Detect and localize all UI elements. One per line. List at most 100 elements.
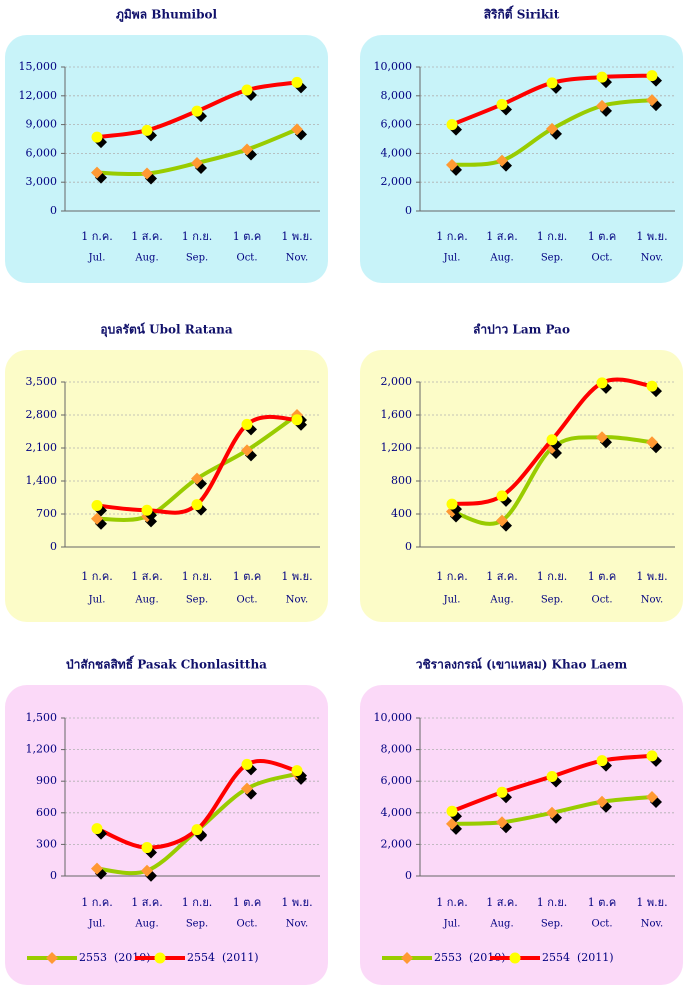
y-tick-label: 0 <box>50 869 57 882</box>
marker <box>291 123 303 136</box>
x-tick-label-en: Oct. <box>592 919 613 930</box>
x-tick-label: 1 พ.ย. <box>636 230 667 243</box>
x-tick-label-en: Oct. <box>592 595 613 606</box>
x-tick-label-en: Nov. <box>286 919 308 930</box>
y-tick-label: 2,000 <box>381 175 413 188</box>
x-tick-label: 1 ก.ย. <box>537 896 568 909</box>
marker <box>496 786 508 798</box>
marker <box>646 94 658 107</box>
x-tick-label: 1 ก.ค. <box>81 230 113 243</box>
y-tick-label: 6,000 <box>381 118 413 131</box>
marker <box>191 499 203 511</box>
x-tick-label-en: Nov. <box>641 253 663 264</box>
x-tick-label-en: Sep. <box>186 253 208 264</box>
y-tick-label: 9,000 <box>26 118 58 131</box>
x-tick-label: 1 ต.ค <box>233 230 262 243</box>
marker <box>646 436 658 449</box>
y-tick-label: 900 <box>36 774 57 787</box>
marker <box>91 823 103 835</box>
x-tick-label: 1 พ.ย. <box>281 570 312 583</box>
marker <box>241 143 253 156</box>
x-tick-label: 1 ต.ค <box>588 230 617 243</box>
y-tick-label: 1,500 <box>26 711 58 724</box>
y-tick-label: 3,500 <box>26 375 58 388</box>
x-tick-label-en: Aug. <box>134 595 158 606</box>
legend-marker <box>46 952 58 964</box>
y-tick-label: 10,000 <box>374 711 413 724</box>
y-tick-label: 1,600 <box>381 408 413 421</box>
legend-marker <box>154 952 166 964</box>
chart-title: ป่าสักชลสิทธิ์ Pasak Chonlasittha <box>66 656 267 672</box>
marker-shadow <box>450 123 462 136</box>
legend-label: 2554 (2011) <box>187 951 259 964</box>
chart-title: ภูมิพล Bhumibol <box>116 8 218 23</box>
x-tick-label-en: Oct. <box>237 919 258 930</box>
marker <box>646 791 658 803</box>
marker <box>596 755 608 767</box>
marker <box>596 71 608 83</box>
marker <box>596 431 608 444</box>
chart-title: วชิราลงกรณ์ (เขาแหลม) Khao Laem <box>416 658 628 672</box>
marker <box>291 414 303 426</box>
y-tick-label: 6,000 <box>381 774 413 787</box>
marker <box>141 124 153 136</box>
x-tick-label-en: Aug. <box>489 595 513 606</box>
marker <box>596 377 608 389</box>
y-tick-label: 6,000 <box>26 146 58 159</box>
y-tick-label: 3,000 <box>26 175 58 188</box>
x-tick-label: 1 ก.ย. <box>182 230 213 243</box>
marker <box>91 500 103 512</box>
x-tick-label-en: Jul. <box>443 253 461 264</box>
marker <box>546 434 558 446</box>
x-tick-label-en: Jul. <box>88 595 106 606</box>
y-tick-label: 1,200 <box>381 441 413 454</box>
x-tick-label-en: Nov. <box>286 595 308 606</box>
x-tick-label-en: Oct. <box>592 253 613 264</box>
y-tick-label: 1,200 <box>26 743 58 756</box>
marker <box>596 795 608 808</box>
y-tick-label: 0 <box>405 204 412 217</box>
marker <box>546 122 558 135</box>
marker <box>91 862 103 875</box>
x-tick-label: 1 ก.ค. <box>436 896 468 909</box>
x-tick-label-en: Sep. <box>541 919 563 930</box>
x-tick-label: 1 ก.ค. <box>81 896 113 909</box>
marker <box>191 824 203 836</box>
y-tick-label: 2,000 <box>381 837 413 850</box>
x-tick-label-en: Oct. <box>237 595 258 606</box>
x-tick-label: 1 ส.ค. <box>486 570 518 583</box>
x-tick-label: 1 พ.ย. <box>636 570 667 583</box>
y-tick-label: 400 <box>391 507 412 520</box>
marker <box>446 119 458 131</box>
y-tick-label: 800 <box>391 474 412 487</box>
marker <box>91 512 103 525</box>
legend-label: 2554 (2011) <box>542 951 614 964</box>
marker <box>141 842 153 854</box>
y-tick-label: 2,000 <box>381 375 413 388</box>
marker <box>191 472 203 485</box>
y-tick-label: 600 <box>36 806 57 819</box>
y-tick-label: 0 <box>50 540 57 553</box>
marker <box>141 167 153 180</box>
marker <box>91 166 103 179</box>
y-tick-label: 8,000 <box>381 743 413 756</box>
marker <box>191 105 203 117</box>
x-tick-label: 1 ส.ค. <box>131 230 163 243</box>
panel <box>360 350 683 622</box>
x-tick-label: 1 ต.ค <box>233 896 262 909</box>
y-tick-label: 4,000 <box>381 146 413 159</box>
x-tick-label-en: Jul. <box>443 919 461 930</box>
x-tick-label: 1 พ.ย. <box>281 896 312 909</box>
chart-title: สิริกิติ์ Sirikit <box>484 6 560 22</box>
marker <box>546 806 558 819</box>
y-tick-label: 700 <box>36 507 57 520</box>
x-tick-label-en: Aug. <box>489 253 513 264</box>
legend-marker <box>509 952 521 964</box>
panel <box>5 685 328 985</box>
marker <box>596 99 608 112</box>
x-tick-label-en: Nov. <box>286 253 308 264</box>
x-tick-label: 1 ก.ค. <box>436 230 468 243</box>
panel <box>360 35 683 283</box>
x-tick-label-en: Oct. <box>237 253 258 264</box>
